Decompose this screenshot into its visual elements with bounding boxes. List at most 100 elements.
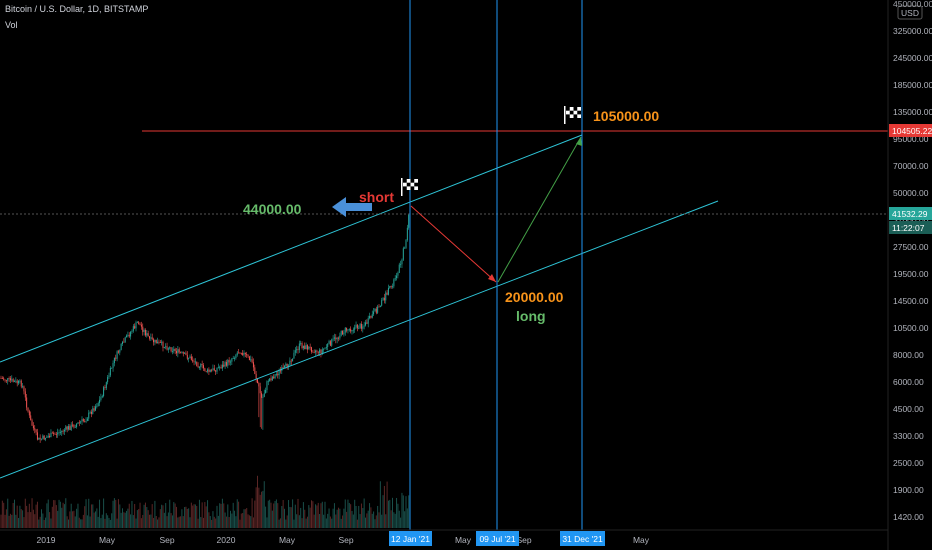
candle-body <box>313 352 315 354</box>
long-label[interactable]: long <box>516 308 546 324</box>
volume-bar <box>279 518 281 528</box>
chart-header-title: Bitcoin / U.S. Dollar, 1D, BITSTAMP <box>5 4 149 14</box>
volume-bar <box>261 491 263 528</box>
candle-body <box>379 305 381 307</box>
volume-bar <box>11 514 13 528</box>
volume-bar <box>27 512 29 528</box>
volume-bar <box>328 508 330 528</box>
volume-bar <box>186 508 188 528</box>
volume-bar <box>73 510 75 528</box>
target-price-label[interactable]: 105000.00 <box>593 108 659 124</box>
volume-bar <box>155 515 157 528</box>
candle-body <box>301 343 303 349</box>
volume-bar <box>254 500 256 528</box>
candle-body <box>180 352 182 354</box>
candles <box>0 214 410 443</box>
volume-bar <box>197 518 199 528</box>
volume-bar <box>135 518 137 528</box>
volume-bar <box>116 518 118 528</box>
top-price-label[interactable]: 44000.00 <box>243 201 302 217</box>
volume-bar <box>185 506 187 528</box>
bottom-price-label[interactable]: 20000.00 <box>505 289 564 305</box>
volume-bar <box>360 503 362 528</box>
candle-body <box>19 380 21 382</box>
volume-bar <box>252 517 254 528</box>
volume-bar <box>298 515 300 528</box>
channel-upper-line[interactable] <box>0 134 583 363</box>
volume-bar <box>392 497 393 528</box>
candle-body <box>246 354 248 356</box>
left-arrow-icon[interactable] <box>332 197 372 217</box>
long-projection-arrowhead <box>576 137 582 146</box>
candle-body <box>51 432 53 434</box>
volume-bar <box>213 516 215 528</box>
candle-body <box>297 349 299 351</box>
candle-body <box>42 435 44 439</box>
candle-body <box>293 352 295 359</box>
price-tick-label: 70000.00 <box>893 161 929 171</box>
candle-body <box>360 323 362 329</box>
volume-indicator-label[interactable]: Vol <box>5 20 18 30</box>
volume-bar <box>112 500 114 528</box>
candle-body <box>39 437 41 440</box>
price-tick-label: 27500.00 <box>893 242 929 252</box>
candle-body <box>95 406 96 411</box>
candle-body <box>78 422 80 424</box>
volume-bar <box>262 490 264 528</box>
candle-body <box>216 367 218 372</box>
time-axis[interactable]: 2019 May Sep 2020 May Sep May Sep May 12… <box>0 529 888 546</box>
date-marker-dec: 31 Dec '21 <box>560 531 605 546</box>
short-label[interactable]: short <box>359 189 394 205</box>
long-projection-line[interactable] <box>497 136 582 283</box>
volume-bar <box>225 516 227 528</box>
short-projection-line[interactable] <box>410 205 497 283</box>
volume-bar <box>313 514 315 528</box>
volume-bar <box>12 502 14 528</box>
volume-bar <box>294 504 296 528</box>
volume-bar <box>119 504 121 528</box>
volume-bar <box>124 512 126 528</box>
candle-body <box>120 344 122 350</box>
candle-body <box>197 366 199 368</box>
candle-body <box>212 368 214 370</box>
currency-badge[interactable] <box>897 5 923 20</box>
volume-bar <box>167 512 169 528</box>
candle-body <box>215 370 217 372</box>
candle-body <box>323 348 325 350</box>
candle-body <box>97 403 99 407</box>
volume-bar <box>68 519 69 528</box>
candle-body <box>370 316 372 318</box>
volume-bar <box>242 513 244 528</box>
volume-bar <box>309 507 311 528</box>
candle-body <box>186 354 188 359</box>
candle-body <box>346 327 348 331</box>
candle-body <box>251 359 253 363</box>
volume-bar <box>34 514 36 528</box>
candle-body <box>274 374 276 379</box>
candle-body <box>72 424 74 426</box>
volume-bar <box>209 516 211 528</box>
candle-body <box>238 352 240 354</box>
volume-bar <box>165 503 167 528</box>
candle-body <box>231 358 233 362</box>
candle-body <box>188 358 190 359</box>
candle-body <box>400 264 402 266</box>
price-axis[interactable]: USD 450000.00 325000.00 245000.00 185000.00… <box>887 0 932 550</box>
candle-body <box>365 322 366 326</box>
volume-bar <box>86 515 88 528</box>
channel-lower-line[interactable] <box>0 200 719 479</box>
volume-bar <box>271 510 273 528</box>
candle-body <box>367 318 369 324</box>
price-tick-label: 2500.00 <box>893 458 924 468</box>
svg-text:11:22:07: 11:22:07 <box>892 223 925 233</box>
candle-body <box>130 332 132 337</box>
volume-bar <box>286 515 288 528</box>
volume-bar <box>232 502 234 528</box>
candle-body <box>236 352 238 355</box>
candle-body <box>112 363 114 368</box>
candle-body <box>82 419 84 422</box>
volume-bar <box>371 513 373 528</box>
volume-bar <box>24 498 26 528</box>
volume-bar <box>355 505 357 528</box>
